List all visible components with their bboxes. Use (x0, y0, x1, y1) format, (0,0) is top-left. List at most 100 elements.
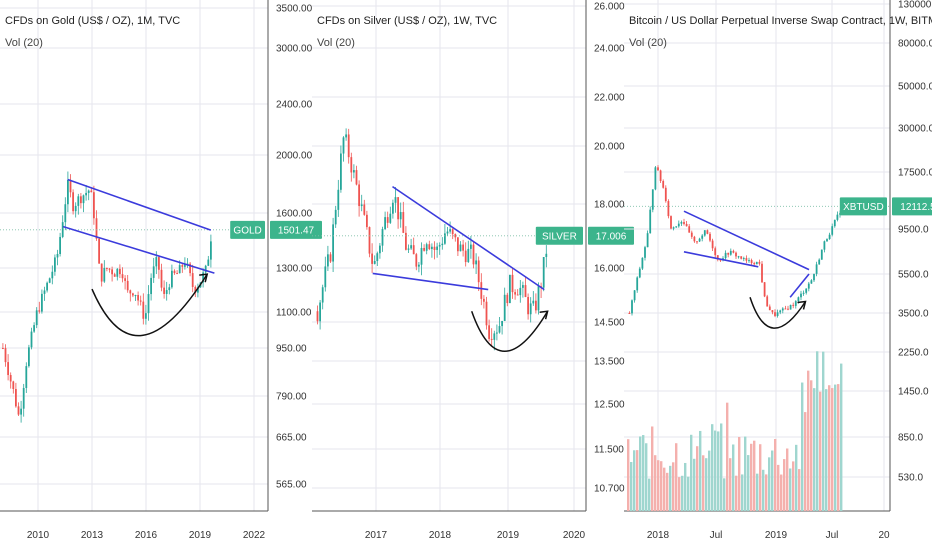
volume-bar (774, 439, 777, 511)
volume-bar (780, 474, 783, 511)
candle-body (789, 304, 792, 310)
volume-bar (750, 443, 753, 511)
candle-body (394, 197, 397, 203)
candle-body (113, 274, 116, 277)
candle-body (402, 212, 405, 233)
x-tick-label: 2022 (243, 530, 266, 541)
candle-body (158, 257, 160, 270)
cup-curve (91, 273, 208, 337)
candle-body (631, 300, 633, 314)
candle-body (670, 216, 672, 229)
volume-bar (747, 455, 750, 511)
y-tick-label: 18.000 (594, 200, 625, 211)
candle-body (345, 134, 347, 138)
volume-indicator-label: Vol (20) (5, 37, 43, 49)
volume-bar (720, 423, 723, 511)
candle-body (831, 226, 834, 235)
candle-body (737, 256, 740, 258)
candle-body (407, 248, 410, 250)
candle-body (758, 261, 761, 264)
candle-body (210, 241, 212, 260)
candle-body (462, 244, 464, 251)
volume-bar (804, 412, 807, 511)
volume-bar (786, 448, 789, 511)
volume-bar (708, 450, 711, 511)
candle-body (711, 240, 714, 249)
volume-bar (801, 382, 804, 511)
y-tick-label: 24.000 (594, 44, 625, 55)
panel-3: 130000.0 80000.0 50000.0 30000.0 17500.0 9500… (624, 0, 932, 541)
candle-body (628, 313, 631, 314)
candle-body (121, 274, 124, 279)
volume-bar (741, 474, 744, 511)
candle-body (342, 137, 345, 154)
candle-body (826, 239, 828, 242)
candle-body (106, 267, 108, 269)
candle-body (41, 293, 43, 312)
candle-body (95, 218, 98, 239)
y-tick-label: 850.0 (898, 433, 923, 444)
y-tick-label: 530.0 (898, 473, 923, 484)
volume-bar (792, 461, 795, 511)
volume-bar (723, 478, 726, 511)
volume-bars (627, 351, 843, 511)
candle-body (376, 253, 379, 262)
candle-body (449, 229, 451, 232)
candle-body (516, 294, 519, 296)
volume-bar (639, 436, 642, 511)
volume-bar (696, 446, 699, 511)
candle-body (38, 310, 41, 312)
y-tick-label: 1450.0 (898, 387, 929, 398)
volume-bar (768, 457, 771, 511)
x-tick-label: 2019 (497, 530, 520, 541)
x-tick-label: 2013 (81, 530, 104, 541)
candle-body (703, 230, 706, 236)
candle-body (748, 260, 750, 262)
candle-body (503, 294, 506, 321)
candle-body (498, 326, 501, 333)
candle-body (529, 303, 532, 315)
candle-body (683, 222, 685, 224)
y-tick-label: 565.00 (276, 480, 307, 491)
volume-bar (777, 464, 780, 511)
candle-body (103, 267, 106, 282)
cup-arrowhead (797, 300, 807, 310)
candle-body (384, 217, 386, 230)
candle-body (368, 227, 371, 254)
badge-value-bg (588, 226, 634, 245)
candle-body (475, 260, 477, 265)
candle-body (651, 189, 654, 210)
volume-bar (675, 443, 678, 511)
candle-body (509, 274, 511, 304)
candle-body (680, 222, 683, 224)
candle-body (379, 245, 381, 254)
candle-body (43, 290, 46, 294)
x-tick-label: 2010 (27, 530, 50, 541)
candle-body (9, 375, 12, 382)
candle-body (20, 408, 22, 415)
candle-body (664, 187, 667, 202)
volume-bar (714, 430, 717, 511)
candle-body (753, 263, 756, 265)
volume-bar (633, 450, 636, 511)
candle-body (386, 217, 389, 223)
candle-body (347, 134, 350, 158)
candle-body (392, 202, 394, 214)
volume-bar (666, 472, 669, 511)
badge-label: XBTUSD (843, 202, 884, 213)
candle-body (441, 243, 444, 246)
y-tick-label: 16.000 (594, 264, 625, 275)
candle-body (12, 381, 15, 390)
candle-body (184, 264, 186, 267)
volume-bar (837, 384, 840, 511)
x-tick-label: 2018 (429, 530, 452, 541)
candle-body (766, 296, 769, 307)
x-tick-label: 2020 (563, 530, 586, 541)
candle-body (833, 219, 836, 227)
panel-1: 3500.00 3000.00 2400.00 2000.00 1600.00 1300.… (0, 0, 322, 541)
candle-body (17, 406, 20, 415)
candle-body (178, 265, 181, 274)
candle-body (48, 278, 51, 283)
candle-body (22, 387, 25, 409)
